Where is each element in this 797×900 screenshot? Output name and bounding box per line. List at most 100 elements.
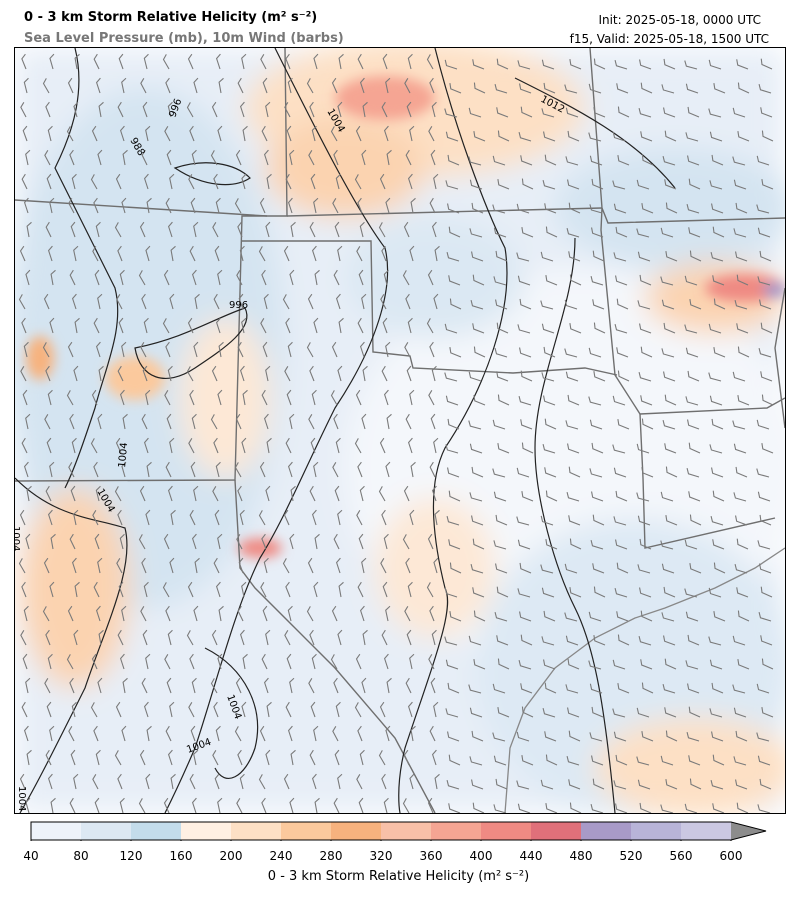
wind-barb: [67, 341, 74, 358]
wind-barb: [492, 419, 506, 430]
wind-barb: [25, 149, 31, 166]
wind-barb: [404, 78, 411, 94]
wind-barb: [74, 317, 80, 334]
wind-barb: [258, 774, 266, 790]
wind-barb: [97, 677, 103, 694]
wind-barb: [191, 269, 197, 286]
wind-barb: [493, 755, 507, 766]
wind-barb: [241, 173, 247, 190]
wind-barb: [430, 677, 436, 694]
wind-barb: [93, 53, 100, 70]
wind-barb: [592, 563, 605, 574]
wind-barb: [47, 389, 53, 406]
wind-barb: [91, 653, 98, 670]
wind-barb: [359, 605, 365, 622]
wind-barb: [170, 509, 176, 526]
wind-barb: [637, 515, 651, 526]
map-panel: 996 988 1004 1012 996 1004 1004 1004 100…: [14, 47, 786, 814]
wind-barb: [616, 562, 629, 574]
wind-barb: [92, 774, 99, 790]
wind-barb: [405, 557, 411, 574]
wind-barb: [710, 515, 724, 526]
wind-barb: [359, 221, 365, 238]
wind-barb: [433, 437, 439, 454]
wind-barb: [20, 630, 27, 646]
wind-barb: [519, 298, 532, 310]
wind-barb: [165, 197, 172, 214]
wind-barb: [213, 557, 220, 574]
wind-barb: [284, 630, 291, 646]
isobar-label: 1004: [16, 786, 27, 811]
wind-barb: [98, 629, 104, 646]
wind-barb: [73, 365, 79, 382]
wind-barb: [118, 53, 124, 70]
wind-barb: [214, 245, 220, 262]
wind-barb: [543, 610, 556, 622]
wind-barb: [309, 485, 316, 502]
wind-barb: [445, 659, 459, 670]
wind-barb: [733, 756, 747, 766]
wind-barb: [239, 629, 245, 646]
wind-barb: [263, 413, 269, 430]
wind-barb: [568, 202, 581, 214]
wind-barb: [266, 437, 272, 454]
wind-barb: [337, 101, 343, 118]
wind-barb: [518, 131, 532, 142]
colorbar-segment: [181, 822, 231, 840]
wind-barb: [357, 581, 364, 598]
wind-barb: [213, 293, 220, 310]
wind-barb: [409, 509, 415, 526]
wind-barb: [331, 605, 338, 622]
wind-barb: [380, 558, 387, 574]
wind-barb: [614, 59, 628, 70]
wind-barb: [688, 706, 701, 718]
wind-barb: [165, 461, 172, 478]
wind-barb: [68, 462, 75, 478]
wind-barb: [612, 444, 626, 454]
wind-barb: [97, 413, 103, 430]
wind-barb: [145, 245, 151, 262]
wind-barb: [470, 563, 484, 574]
wind-barb: [616, 298, 629, 310]
wind-barb: [357, 725, 363, 742]
wind-barb: [97, 557, 103, 574]
wind-barb: [146, 725, 152, 742]
wind-barb: [732, 107, 746, 118]
wind-barb: [761, 394, 774, 406]
wind-barb: [74, 53, 80, 70]
wind-barb: [409, 653, 415, 670]
wind-barb: [544, 731, 557, 742]
wind-barb: [234, 462, 242, 478]
wind-barb: [354, 174, 362, 190]
wind-barb: [385, 197, 391, 214]
wind-barb: [410, 725, 416, 742]
wind-barb: [95, 605, 101, 622]
helicity-fill: [15, 48, 785, 813]
wind-barb: [545, 275, 558, 286]
wind-barb: [639, 802, 652, 813]
wind-barb: [379, 173, 386, 190]
wind-barb: [190, 461, 196, 478]
wind-barb: [517, 324, 531, 334]
wind-barb: [735, 730, 748, 742]
wind-barb: [591, 491, 604, 502]
wind-barb: [26, 485, 32, 502]
wind-barb: [431, 101, 437, 118]
wind-barb: [664, 707, 677, 718]
wind-barb: [612, 708, 626, 718]
wind-barb: [282, 558, 290, 574]
wind-barb: [283, 773, 290, 790]
wind-barb: [287, 77, 293, 94]
wind-barb: [520, 683, 533, 694]
wind-barb: [311, 773, 317, 790]
wind-barb: [45, 749, 52, 766]
wind-barb: [445, 395, 459, 406]
colorbar: [30, 821, 767, 841]
wind-barb: [26, 221, 32, 238]
wind-barb: [283, 245, 290, 262]
wind-barb: [97, 293, 103, 310]
wind-barb: [713, 83, 726, 94]
wind-barb: [711, 682, 724, 694]
colorbar-segment: [531, 822, 581, 840]
wind-barb: [211, 629, 218, 646]
